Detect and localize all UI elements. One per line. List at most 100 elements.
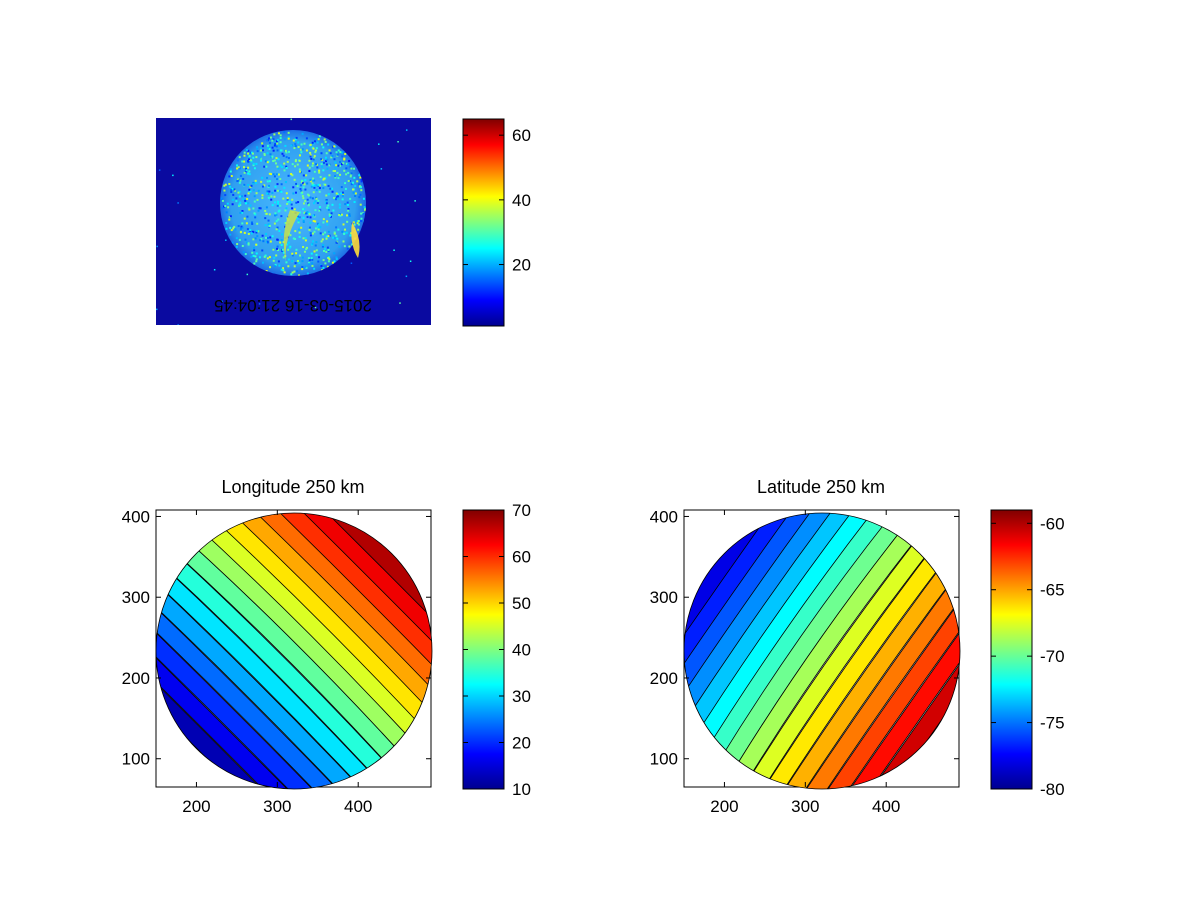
noise-pixel	[270, 173, 273, 176]
noise-pixel	[242, 198, 245, 201]
noise-pixel	[228, 218, 231, 221]
noise-pixel	[224, 183, 227, 186]
noise-pixel	[324, 262, 327, 265]
noise-pixel	[312, 220, 315, 223]
noise-pixel	[287, 137, 290, 140]
noise-pixel	[247, 207, 250, 210]
noise-pixel	[346, 203, 349, 206]
noise-pixel	[274, 185, 277, 188]
noise-pixel	[350, 167, 353, 170]
noise-pixel	[276, 140, 279, 143]
noise-pixel	[296, 215, 299, 218]
noise-pixel	[298, 235, 301, 238]
y-tick-label: 100	[122, 750, 150, 769]
noise-pixel	[311, 264, 314, 267]
noise-pixel	[314, 151, 317, 154]
contour-band	[156, 589, 356, 789]
noise-pixel	[286, 243, 289, 246]
noise-pixel	[304, 200, 307, 203]
noise-pixel	[239, 231, 242, 234]
noise-pixel	[279, 204, 282, 207]
noise-pixel	[276, 245, 279, 248]
noise-pixel	[281, 250, 284, 253]
noise-pixel	[225, 221, 228, 224]
noise-pixel	[328, 213, 331, 216]
noise-pixel	[287, 248, 290, 251]
noise-pixel	[250, 184, 253, 187]
colorbar-tick-label: 60	[512, 548, 531, 567]
noise-pixel	[339, 151, 342, 154]
noise-pixel	[306, 164, 309, 167]
noise-pixel	[326, 158, 329, 161]
noise-pixel	[285, 166, 288, 169]
longitude-disk-outline	[155, 512, 433, 790]
noise-pixel	[272, 173, 275, 176]
noise-pixel	[302, 237, 305, 240]
noise-pixel	[265, 232, 268, 235]
noise-pixel	[337, 228, 340, 231]
noise-pixel	[292, 237, 295, 240]
noise-pixel	[271, 235, 274, 238]
noise-pixel	[328, 258, 331, 261]
noise-pixel	[347, 179, 350, 182]
noise-pixel	[326, 220, 329, 223]
noise-pixel	[326, 167, 329, 170]
noise-pixel	[284, 181, 287, 184]
noise-pixel	[236, 164, 239, 167]
noise-pixel	[302, 197, 305, 200]
noise-pixel	[312, 177, 315, 180]
noise-pixel	[317, 184, 320, 187]
noise-pixel	[246, 273, 249, 276]
noise-pixel	[233, 225, 236, 228]
noise-pixel	[273, 159, 276, 162]
noise-pixel	[253, 212, 256, 215]
noise-pixel	[253, 262, 256, 265]
noise-pixel	[274, 214, 277, 217]
noise-pixel	[300, 226, 303, 229]
noise-pixel	[292, 192, 295, 195]
noise-pixel	[260, 159, 263, 162]
noise-pixel	[313, 186, 316, 189]
noise-pixel	[337, 164, 340, 167]
noise-pixel	[302, 174, 305, 177]
noise-pixel	[334, 161, 337, 164]
noise-pixel	[281, 152, 284, 155]
noise-pixel	[354, 192, 357, 195]
noise-pixel	[354, 184, 357, 187]
noise-pixel	[359, 176, 362, 179]
noise-pixel	[302, 208, 305, 211]
noise-pixel	[241, 226, 244, 229]
noise-pixel	[301, 132, 304, 135]
noise-pixel	[294, 159, 297, 162]
longitude-axis-ticks: 200 300 400 100 200 300 400	[122, 507, 431, 816]
noise-pixel	[350, 183, 353, 186]
noise-pixel	[254, 237, 257, 240]
noise-pixel	[334, 176, 337, 179]
noise-pixel	[327, 208, 330, 211]
noise-pixel	[225, 239, 227, 241]
noise-pixel	[252, 164, 255, 167]
noise-pixel	[325, 250, 328, 253]
noise-pixel	[239, 227, 242, 230]
image-colorbar-ticks: 20 40 60	[463, 126, 531, 275]
noise-pixel	[294, 191, 297, 194]
noise-pixel	[252, 207, 255, 210]
noise-pixel	[273, 175, 276, 178]
noise-pixel	[318, 135, 321, 138]
noise-pixel	[281, 248, 284, 251]
colorbar-tick-label: 40	[512, 641, 531, 660]
noise-pixel	[313, 140, 316, 143]
noise-pixel	[349, 180, 352, 183]
noise-pixel	[323, 177, 326, 180]
y-tick-label: 100	[650, 750, 678, 769]
noise-pixel	[333, 145, 336, 148]
noise-pixel	[358, 196, 361, 199]
colorbar-tick-label: 10	[512, 780, 531, 799]
noise-pixel	[231, 241, 234, 244]
noise-pixel	[322, 259, 325, 262]
noise-pixel	[329, 213, 332, 216]
noise-pixel	[329, 215, 332, 218]
noise-pixel	[307, 257, 310, 260]
noise-pixel	[312, 147, 315, 150]
noise-pixel	[311, 197, 314, 200]
